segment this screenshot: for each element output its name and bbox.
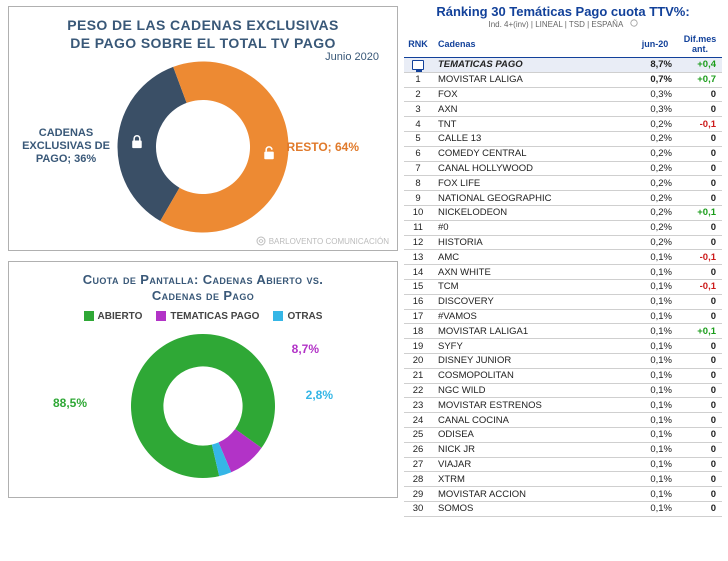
table-row: 11 #0 0,2% 0	[404, 220, 722, 235]
right-column: Ránking 30 Temáticas Pago cuota TTV%: In…	[402, 0, 728, 561]
table-row: 18 MOVISTAR LALIGA1 0,1% +0,1	[404, 324, 722, 339]
table-row: 13 AMC 0,1% -0,1	[404, 250, 722, 265]
panel1-title-l1: PESO DE LAS CADENAS EXCLUSIVAS	[67, 17, 339, 33]
table-row: 8 FOX LIFE 0,2% 0	[404, 176, 722, 191]
table-row: 28 XTRM 0,1% 0	[404, 472, 722, 487]
table-row: 22 NGC WILD 0,1% 0	[404, 383, 722, 398]
table-row: 26 NICK JR 0,1% 0	[404, 442, 722, 457]
panel1-right-label: RESTO; 64%	[287, 140, 359, 154]
col-val: jun-20	[632, 31, 678, 58]
legend-item: ABIERTO	[84, 311, 143, 322]
table-row: 30 SOMOS 0,1% 0	[404, 501, 722, 516]
donut-chart-exclusive	[108, 52, 298, 242]
donut-chart-share	[123, 326, 283, 486]
table-row: 6 COMEDY CENTRAL 0,2% 0	[404, 146, 722, 161]
left-column: PESO DE LAS CADENAS EXCLUSIVAS DE PAGO S…	[0, 0, 402, 561]
col-rnk: RNK	[404, 31, 432, 58]
label-otras: 2,8%	[306, 388, 333, 402]
legend-item: OTRAS	[273, 311, 322, 322]
legend-item: TEMATICAS PAGO	[156, 311, 259, 322]
panel1-title: PESO DE LAS CADENAS EXCLUSIVAS DE PAGO S…	[17, 17, 389, 52]
brain-icon	[630, 19, 638, 27]
panel2-title-l1: Cuota de Pantalla: Cadenas Abierto vs.	[83, 272, 324, 287]
table-row: 5 CALLE 13 0,2% 0	[404, 131, 722, 146]
table-row: 3 AXN 0,3% 0	[404, 102, 722, 117]
table-row: 23 MOVISTAR ESTRENOS 0,1% 0	[404, 398, 722, 413]
ranking-table: RNK Cadenas jun-20 Dif.mes ant. TEMATICA…	[404, 31, 722, 517]
panel1-left-label: CADENAS EXCLUSIVAS DE PAGO; 36%	[21, 127, 111, 167]
col-cadenas: Cadenas	[432, 31, 632, 58]
table-row: 1 MOVISTAR LALIGA 0,7% +0,7	[404, 72, 722, 87]
panel2-title: Cuota de Pantalla: Cadenas Abierto vs. C…	[17, 272, 389, 305]
table-row: 14 AXN WHITE 0,1% 0	[404, 265, 722, 280]
col-dif: Dif.mes ant.	[678, 31, 722, 58]
watermark-text: BARLOVENTO COMUNICACIÓN	[269, 237, 389, 246]
table-row: 16 DISCOVERY 0,1% 0	[404, 294, 722, 309]
table-row: 20 DISNEY JUNIOR 0,1% 0	[404, 353, 722, 368]
table-row: 10 NICKELODEON 0,2% +0,1	[404, 205, 722, 220]
table-row: 12 HISTORIA 0,2% 0	[404, 235, 722, 250]
table-title: Ránking 30 Temáticas Pago cuota TTV%:	[404, 4, 722, 19]
panel2-donut-wrap: 88,5% 8,7% 2,8%	[17, 324, 389, 489]
table-row: 15 TCM 0,1% -0,1	[404, 279, 722, 294]
watermark-icon: BARLOVENTO COMUNICACIÓN	[256, 236, 389, 246]
table-row: 29 MOVISTAR ACCION 0,1% 0	[404, 487, 722, 502]
table-row: 19 SYFY 0,1% 0	[404, 339, 722, 354]
table-row: 21 COSMOPOLITAN 0,1% 0	[404, 368, 722, 383]
label-tematicas: 8,7%	[292, 342, 319, 356]
panel-exclusive-pay: PESO DE LAS CADENAS EXCLUSIVAS DE PAGO S…	[8, 6, 398, 251]
panel2-title-l2: Cadenas de Pago	[152, 288, 254, 303]
tv-icon	[412, 60, 424, 70]
panel2-legend: ABIERTO TEMATICAS PAGO OTRAS	[17, 311, 389, 322]
panel-screen-share: Cuota de Pantalla: Cadenas Abierto vs. C…	[8, 261, 398, 498]
table-summary-row: TEMATICAS PAGO 8,7% +0,4	[404, 58, 722, 73]
panel1-donut-wrap: CADENAS EXCLUSIVAS DE PAGO; 36% RESTO; 6…	[17, 52, 389, 242]
table-row: 9 NATIONAL GEOGRAPHIC 0,2% 0	[404, 191, 722, 206]
table-row: 25 ODISEA 0,1% 0	[404, 427, 722, 442]
table-row: 2 FOX 0,3% 0	[404, 87, 722, 102]
label-abierto: 88,5%	[53, 396, 87, 410]
table-row: 27 VIAJAR 0,1% 0	[404, 457, 722, 472]
table-header-row: RNK Cadenas jun-20 Dif.mes ant.	[404, 31, 722, 58]
panel1-title-l2: DE PAGO SOBRE EL TOTAL TV PAGO	[70, 35, 336, 51]
table-subtitle: Ind. 4+(inv) | LINEAL | TSD | ESPAÑA	[404, 19, 722, 29]
table-row: 4 TNT 0,2% -0,1	[404, 117, 722, 132]
table-row: 24 CANAL COCINA 0,1% 0	[404, 413, 722, 428]
table-row: 17 #VAMOS 0,1% 0	[404, 309, 722, 324]
table-row: 7 CANAL HOLLYWOOD 0,2% 0	[404, 161, 722, 176]
